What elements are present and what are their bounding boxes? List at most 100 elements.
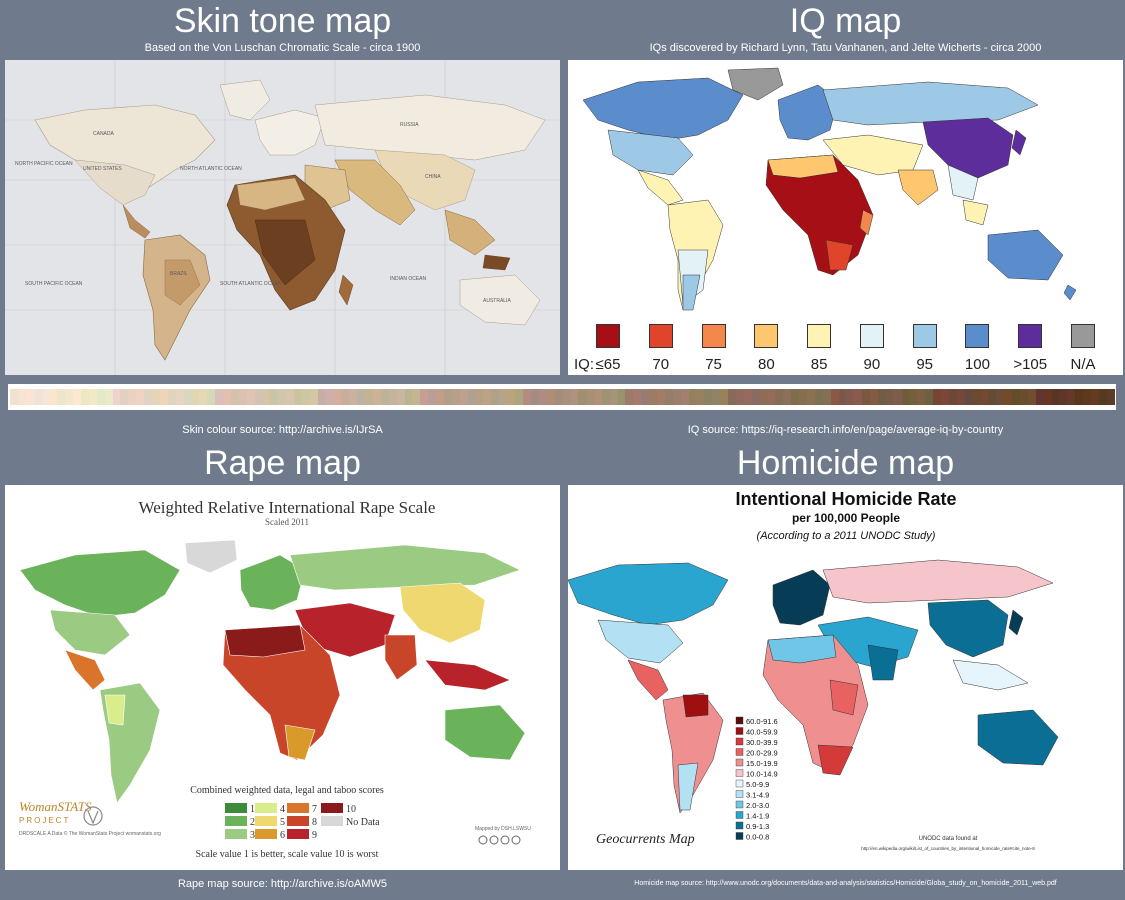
homicide-legend-label: 2.0-3.0: [746, 801, 769, 810]
skin-strip-cell: [73, 389, 82, 405]
skin-strip-cell: [806, 389, 815, 405]
skin-strip-cell: [396, 389, 405, 405]
skin-strip-cell: [522, 389, 531, 405]
skin-strip-cell: [893, 389, 902, 405]
homicide-legend-swatch: [735, 832, 744, 840]
skin-strip-cell: [767, 389, 776, 405]
label-china: CHINA: [425, 174, 441, 180]
skin-strip-cell: [1067, 389, 1076, 405]
skin-strip-cell: [941, 389, 949, 405]
rape-legend: 1 2 3 4 5 6 7 8 9 10 No Data: [225, 803, 380, 841]
skin-strip-cell: [720, 389, 729, 405]
iq-legend: IQ: ≤65 70 75 80 85 90 95 100 >105 N/A: [568, 322, 1123, 375]
skin-strip-cell: [917, 389, 926, 405]
homicide-map: Intentional Homicide Rate per 100,000 Pe…: [568, 485, 1123, 870]
skin-strip-cell: [104, 389, 113, 405]
iq-legend-label: 85: [810, 356, 828, 373]
skin-strip-cell: [365, 389, 373, 405]
iq-legend-label: 75: [705, 356, 722, 373]
skin-strip-cell: [846, 389, 855, 405]
homicide-legend-swatch: [735, 737, 744, 746]
skin-tone-map: CANADA RUSSIA UNITED STATES CHINA BRAZIL…: [5, 60, 560, 375]
skin-strip-cell: [491, 389, 500, 405]
skin-strip-cell: [81, 389, 89, 405]
skin-strip-cell: [515, 389, 523, 405]
skin-strip-cell: [388, 389, 397, 405]
label-united-states: UNITED STATES: [83, 166, 122, 172]
skin-strip-cell: [562, 389, 571, 405]
skin-strip-cell: [743, 389, 752, 405]
skin-strip-cell: [443, 389, 452, 405]
skin-strip-cell: [33, 389, 42, 405]
skin-strip-cell: [467, 389, 476, 405]
homicide-legend-label: 10.0-14.9: [746, 770, 778, 779]
iq-legend-swatch: [965, 324, 990, 348]
skin-strip-cell: [586, 389, 594, 405]
skin-strip-cell: [459, 389, 468, 405]
iq-legend-swatch: [912, 324, 937, 348]
skin-strip-cell: [309, 389, 318, 405]
skin-strip-cell: [238, 389, 247, 405]
homicide-map-title: Homicide map: [736, 444, 955, 482]
skin-strip-cell: [144, 389, 153, 405]
rape-legend-swatch: [321, 816, 343, 826]
womanstats-emblem-icon: [83, 806, 103, 826]
skin-strip-cell: [609, 389, 618, 405]
skin-strip-cell: [956, 389, 965, 405]
skin-strip-cell: [286, 389, 295, 405]
skin-strip-cell: [120, 389, 129, 405]
rape-legend-title: Combined weighted data, legal and taboo …: [190, 785, 384, 796]
skin-strip-cell: [17, 389, 26, 405]
homicide-legend-swatch: [735, 821, 744, 830]
skin-strip-cell: [554, 389, 563, 405]
label-indian-ocean: INDIAN OCEAN: [390, 276, 427, 282]
skin-strip-cell: [420, 389, 429, 405]
skin-strip-cell: [412, 389, 421, 405]
skin-strip-cell: [909, 389, 918, 405]
skin-strip-cell: [65, 389, 74, 405]
homicide-data-url: http://en.wikipedia.org/wiki/List_of_cou…: [861, 846, 1035, 851]
skin-strip-cell: [428, 389, 437, 405]
homicide-map-note: (According to a 2011 UNODC Study): [757, 530, 936, 542]
rape-legend-label: 1: [250, 804, 255, 815]
skin-strip-cell: [57, 389, 66, 405]
iq-legend-label: 100: [964, 356, 990, 373]
label-north-atlantic: NORTH ATLANTIC OCEAN: [180, 166, 242, 172]
skin-strip-cell: [112, 389, 121, 405]
skin-strip-cell: [246, 389, 255, 405]
skin-strip-cell: [207, 389, 216, 405]
skin-strip-cell: [799, 389, 807, 405]
skin-strip-cell: [1098, 389, 1107, 405]
skin-strip-cell: [499, 389, 508, 405]
skin-strip-cell: [475, 389, 484, 405]
homicide-legend-label: 60.0-91.6: [746, 717, 778, 726]
skin-strip-cell: [136, 389, 145, 405]
skin-strip-cell: [649, 389, 658, 405]
iq-legend-swatch: [754, 324, 779, 348]
skin-strip-cell: [783, 389, 792, 405]
skin-strip-cell: [372, 389, 381, 405]
rape-legend-label: 8: [312, 817, 317, 828]
skin-strip-cell: [980, 389, 989, 405]
iq-legend-swatch: [701, 324, 726, 348]
geocurrents-brand: Geocurrents Map: [596, 832, 695, 847]
rape-legend-label: 10: [346, 804, 356, 815]
iq-legend-swatch: [859, 324, 884, 348]
skin-strip-cell: [657, 389, 665, 405]
homicide-legend-label: 15.0-19.9: [746, 759, 778, 768]
iq-legend-swatch: [648, 324, 673, 348]
label-south-pacific: SOUTH PACIFIC OCEAN: [25, 281, 83, 287]
skin-strip-cell: [1091, 389, 1099, 405]
skin-strip-cell: [570, 389, 579, 405]
iq-map-title: IQ map: [789, 2, 902, 40]
homicide-legend-label: 0.0-0.8: [746, 833, 769, 842]
skin-map-title: Skin tone map: [173, 2, 392, 40]
skin-strip-cell: [885, 389, 894, 405]
skin-strip-cell: [854, 389, 863, 405]
rape-map-subheading: Scaled 2011: [265, 517, 309, 527]
homicide-legend-label: 30.0-39.9: [746, 738, 778, 747]
skin-strip-cell: [10, 389, 18, 405]
skin-strip-cell: [901, 389, 910, 405]
iq-legend-prefix: IQ:: [574, 356, 595, 373]
creative-commons-icon: [478, 835, 521, 845]
